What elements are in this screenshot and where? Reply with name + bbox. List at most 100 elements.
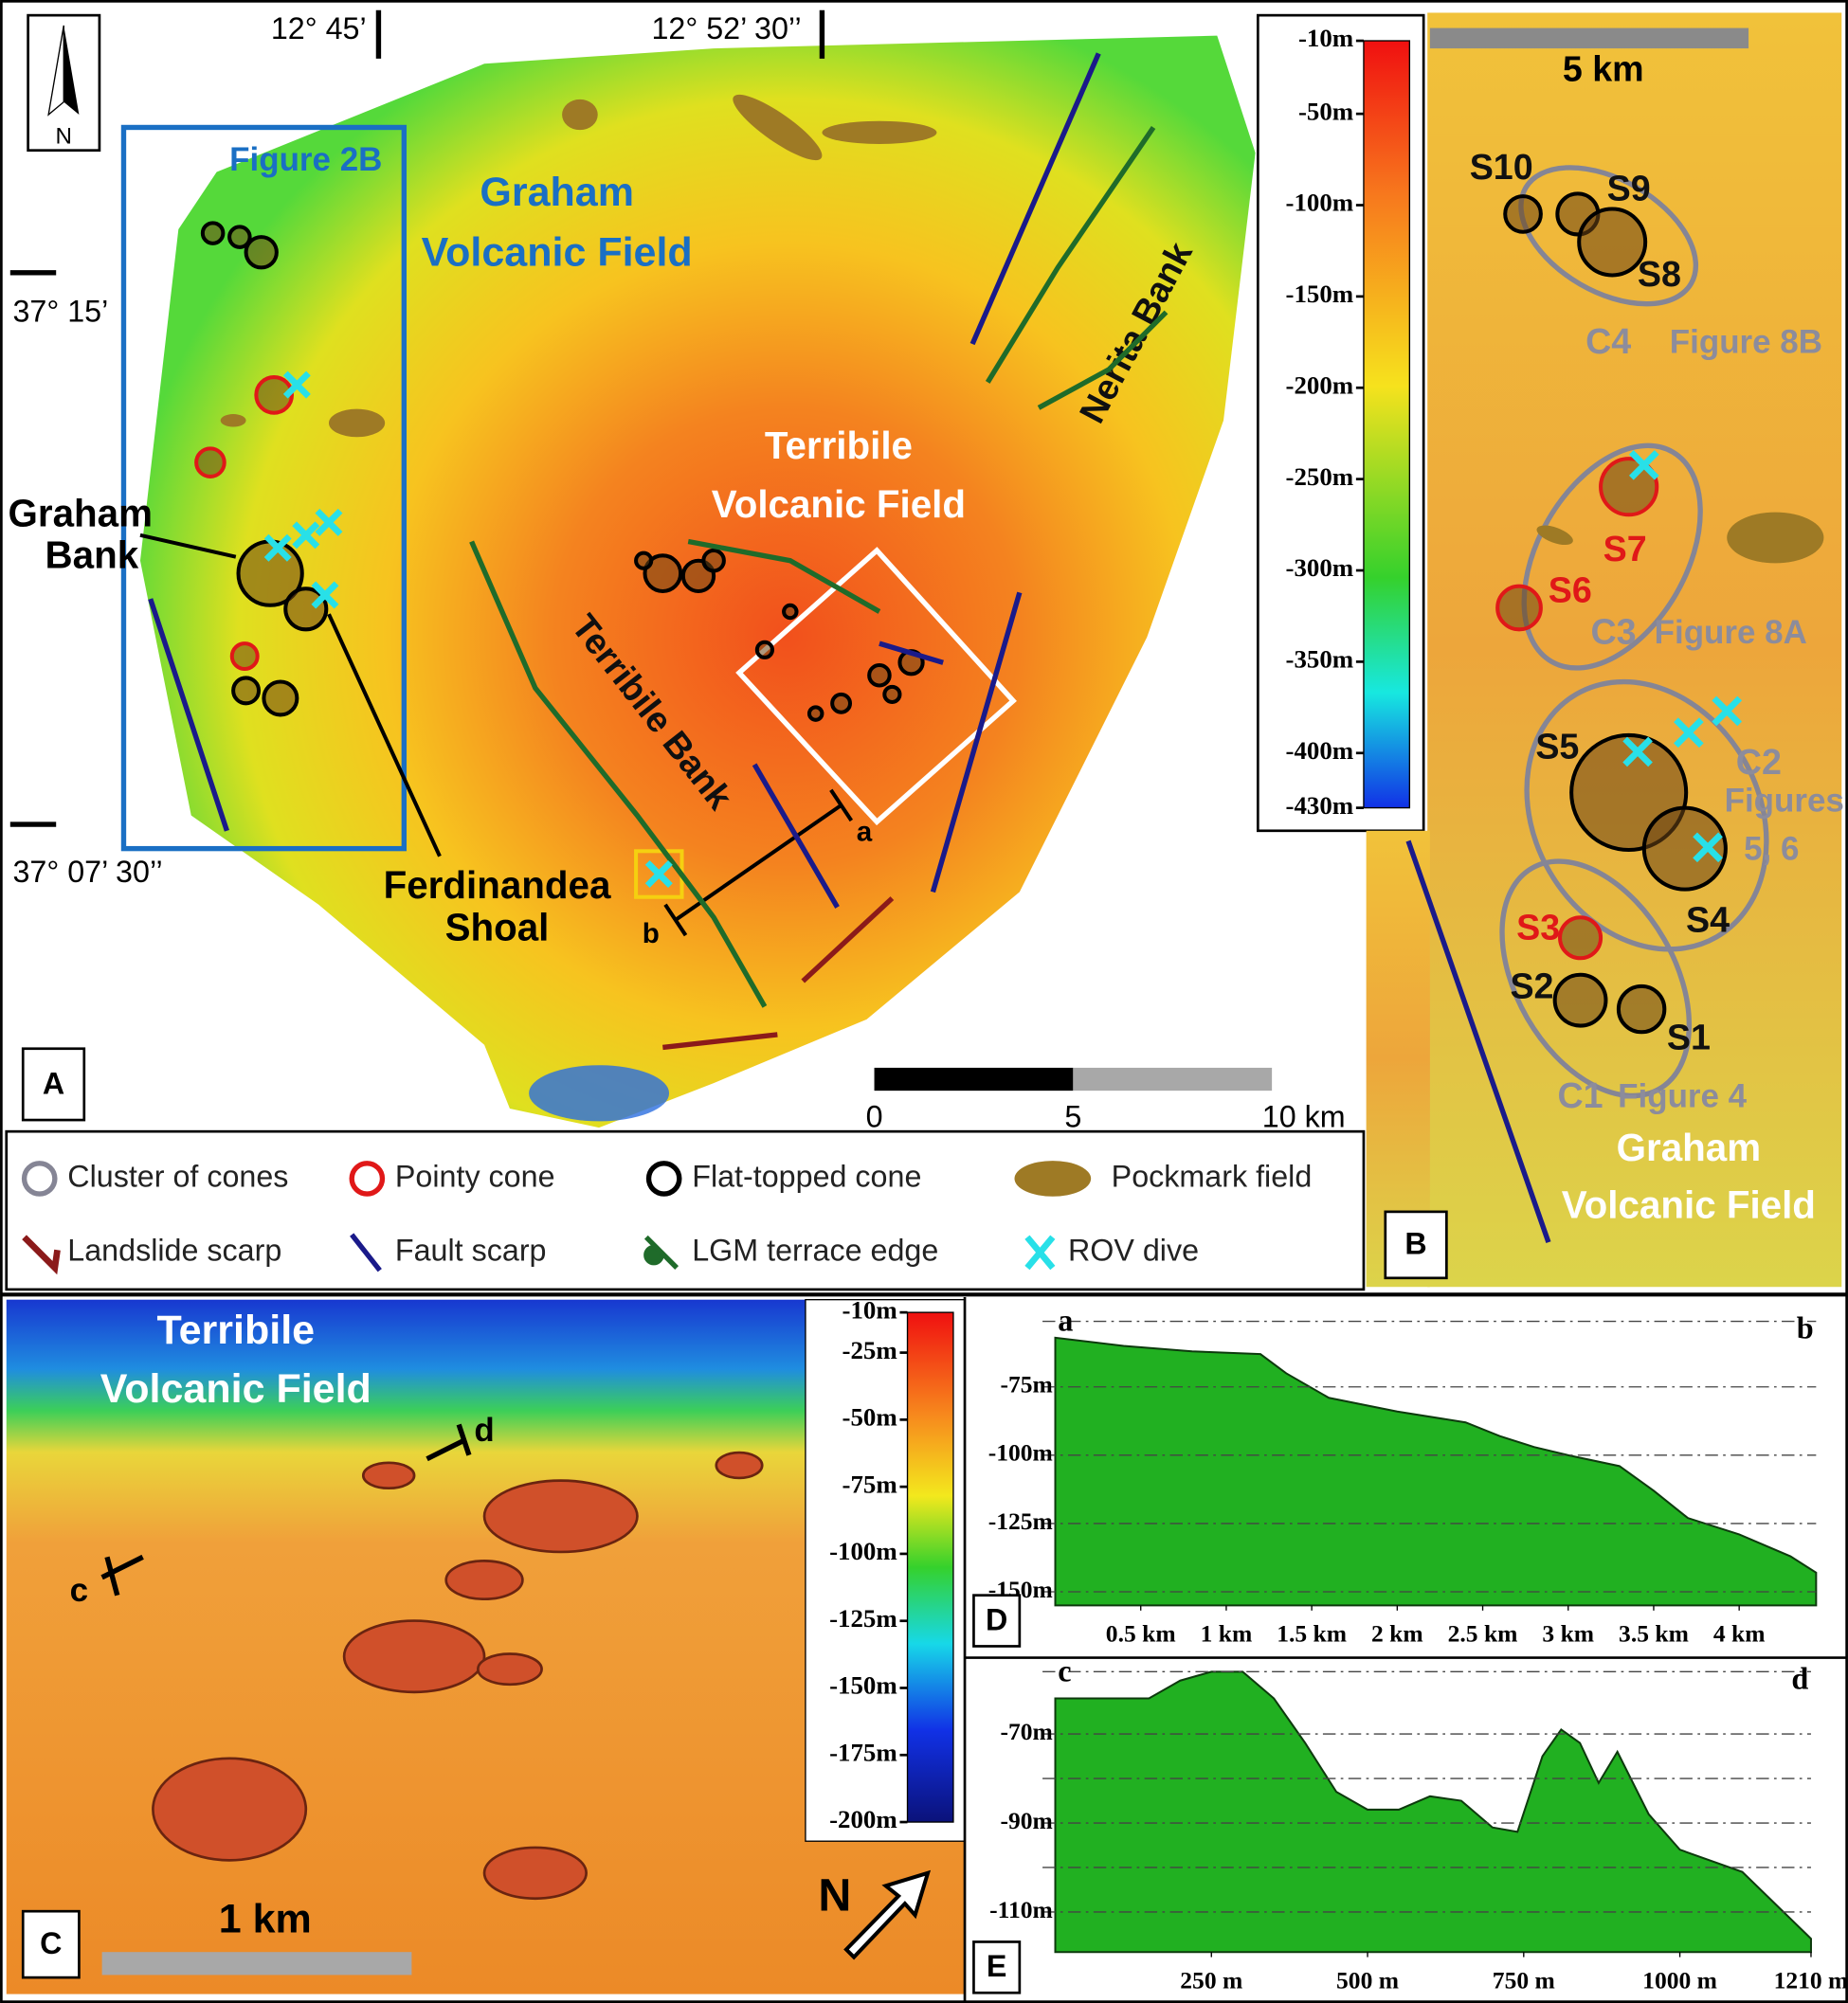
- terrace-edge: [687, 538, 881, 614]
- legend-label: LGM terrace edge: [692, 1233, 938, 1267]
- legend-symbol: [21, 1161, 58, 1197]
- panel-c: Terribile Volcanic Field d c 1 km N C -1…: [6, 1295, 966, 1994]
- terrace-edge: [985, 125, 1156, 384]
- label: S9: [1607, 169, 1651, 208]
- field-label: Graham: [1617, 1126, 1761, 1169]
- colorbar-label: -150m: [829, 1671, 897, 1700]
- rov-dive: [282, 370, 311, 399]
- label: S10: [1470, 147, 1533, 187]
- label: S4: [1686, 900, 1730, 940]
- legend-label: Pointy cone: [395, 1159, 555, 1193]
- flat-cone: [283, 586, 329, 632]
- colorbar-label: -200m: [829, 1805, 897, 1833]
- cluster: [1518, 165, 1699, 307]
- scale-label: 5 km: [1563, 48, 1644, 88]
- legend-symbol: [1014, 1161, 1092, 1197]
- colorbar: [906, 1311, 954, 1823]
- field-label: Volcanic Field: [712, 482, 966, 526]
- pockmark: [562, 99, 598, 131]
- pointy-cone: [1558, 915, 1603, 961]
- panel-label-box: [972, 1940, 1022, 1994]
- flat-cone: [634, 550, 654, 570]
- legend-symbol: [643, 1235, 679, 1270]
- profile-end: b: [643, 918, 660, 949]
- north-label: N: [818, 1870, 851, 1922]
- landslide-scarp: [662, 1032, 778, 1051]
- colorbar-label: -400m: [1286, 736, 1354, 765]
- label: Figures: [1725, 782, 1844, 819]
- fault-scarp: [148, 598, 229, 832]
- profile-end: c: [1058, 1653, 1071, 1687]
- profile-cap: [456, 1423, 472, 1456]
- y-tick-label: -100m: [988, 1439, 1053, 1467]
- x-tick-label: 2 km: [1371, 1620, 1423, 1648]
- pointy-cone: [1599, 457, 1659, 517]
- profile-end: d: [1791, 1662, 1808, 1696]
- latitude-label: 37° 07’ 30’’: [12, 855, 162, 889]
- rov-dive: [311, 581, 339, 609]
- rov-dive: [292, 521, 320, 550]
- x-tick-label: 1.5 km: [1277, 1620, 1347, 1648]
- profile-end: c: [70, 1572, 88, 1609]
- panel-label-box: [1384, 1210, 1448, 1280]
- x-tick-label: 3 km: [1542, 1620, 1594, 1648]
- scale-label: 0: [866, 1099, 883, 1133]
- rov-dive: [1693, 832, 1723, 863]
- panel-label: E: [987, 1949, 1007, 1983]
- rov-dive: [263, 533, 292, 562]
- scale-segment: [874, 1067, 1074, 1092]
- landslide-scarp: [801, 896, 895, 983]
- flat-cone: [867, 662, 892, 688]
- profile-cap: [100, 1554, 144, 1580]
- legend-label: Fault scarp: [395, 1233, 547, 1267]
- scale-label: 10 km: [1262, 1099, 1346, 1133]
- panel-label: A: [43, 1066, 64, 1100]
- colorbar-label: -300m: [1286, 553, 1354, 582]
- pointy-cone: [229, 641, 260, 672]
- fault-scarp: [930, 591, 1023, 893]
- label: 5, 6: [1744, 831, 1799, 868]
- shoal-label: Ferdinandea: [384, 863, 611, 907]
- label: C4: [1585, 321, 1631, 361]
- x-tick-label: 500 m: [1336, 1966, 1399, 1994]
- legend-label: Cluster of cones: [67, 1159, 288, 1193]
- colorbar-label: -10m: [1298, 24, 1353, 52]
- legend-box: [5, 1129, 1366, 1291]
- flat-cone: [227, 225, 252, 249]
- y-tick-label: -75m: [1000, 1371, 1052, 1398]
- scale-label: 1 km: [219, 1896, 312, 1941]
- legend-symbol: [349, 1161, 386, 1197]
- longitude-label: 12° 52’ 30’’: [651, 11, 801, 45]
- cone: [361, 1461, 416, 1490]
- colorbar: [1363, 40, 1411, 809]
- panel-label-box: [972, 1594, 1022, 1648]
- compass-arrow: [63, 25, 80, 116]
- panel-label: B: [1404, 1227, 1426, 1261]
- figure-ref: Figure 2B: [229, 141, 382, 178]
- field-label: Volcanic Field: [100, 1366, 371, 1412]
- panel-label-box: [21, 1047, 86, 1122]
- flat-cone: [643, 553, 683, 593]
- field-label: Volcanic Field: [1562, 1183, 1816, 1227]
- x-tick-label: 4 km: [1713, 1620, 1766, 1648]
- legend-label: Pockmark field: [1112, 1159, 1313, 1193]
- flat-cone: [1503, 194, 1543, 234]
- flat-cone: [231, 676, 262, 706]
- flat-cone: [882, 684, 902, 704]
- pointy-cone: [194, 446, 226, 478]
- label: C2: [1736, 742, 1782, 782]
- colorbar-label: -100m: [829, 1537, 897, 1565]
- legend-symbol: [350, 1233, 382, 1272]
- flat-cone: [1641, 805, 1728, 892]
- colorbar-label: -75m: [842, 1470, 897, 1498]
- pockmark: [1727, 512, 1824, 564]
- profile-end: b: [1797, 1311, 1814, 1345]
- flat-cone: [1577, 207, 1648, 278]
- cluster: [1521, 442, 1703, 671]
- label: S7: [1603, 529, 1647, 568]
- cone: [482, 1479, 639, 1554]
- legend-symbol: [645, 1161, 682, 1197]
- north-label: N: [56, 124, 72, 150]
- cone: [482, 1846, 588, 1901]
